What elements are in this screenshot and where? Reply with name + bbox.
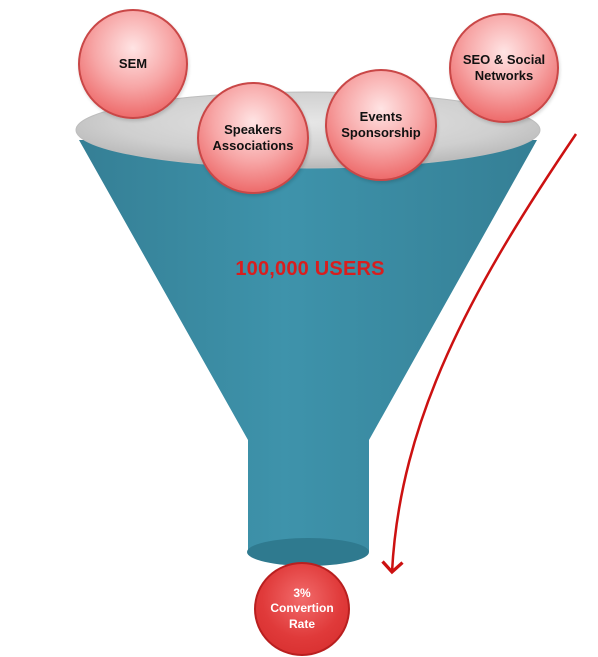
source-bubble-events-sponsorship: Events Sponsorship <box>325 69 437 181</box>
funnel-cone <box>79 140 537 564</box>
source-label: SEM <box>118 56 148 72</box>
source-bubble-sem: SEM <box>78 9 188 119</box>
conversion-rate-circle: 3% Convertion Rate <box>254 562 350 656</box>
flow-arrow <box>381 133 578 575</box>
source-label: SEO & Social Networks <box>462 52 546 83</box>
conversion-rate-label: 3% Convertion Rate <box>270 585 334 631</box>
funnel-users-label: 100,000 USERS <box>235 258 385 280</box>
source-label: Events Sponsorship <box>341 109 421 140</box>
source-bubble-speakers-associations: Speakers Associations <box>197 82 309 194</box>
source-label: Speakers Associations <box>212 122 294 153</box>
source-bubble-seo-social: SEO & Social Networks <box>449 13 559 123</box>
funnel-spout-bottom <box>247 538 369 566</box>
